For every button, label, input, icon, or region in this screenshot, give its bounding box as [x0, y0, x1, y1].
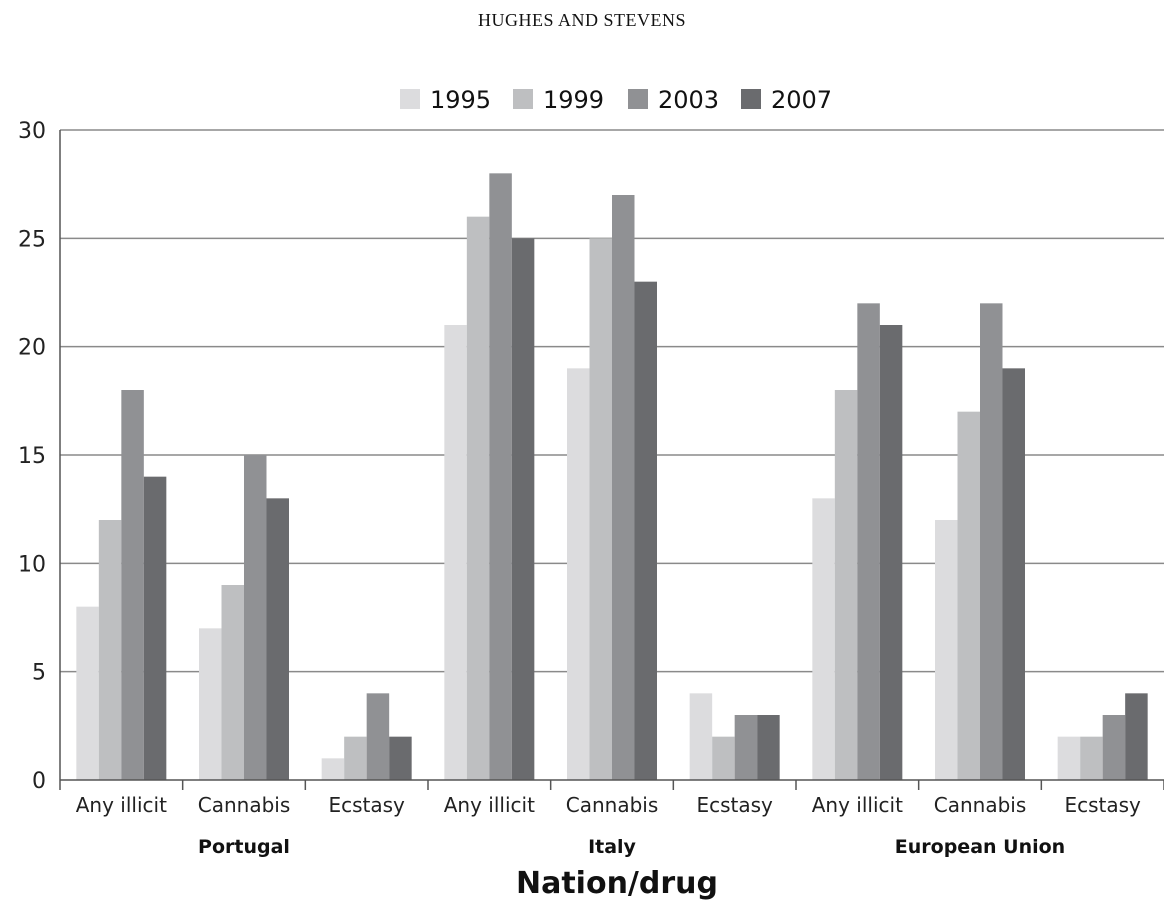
y-tick-label: 10: [18, 552, 46, 577]
bar: [612, 195, 635, 780]
bars: [76, 173, 1148, 781]
y-tick-label: 15: [18, 444, 46, 469]
x-tick-label: Cannabis: [934, 793, 1027, 817]
legend-label: 2003: [658, 86, 719, 114]
bar: [634, 281, 657, 780]
bar: [266, 498, 289, 780]
y-tick-label: 20: [18, 336, 46, 361]
y-tick-label: 5: [32, 661, 46, 686]
x-tick-label: Cannabis: [566, 793, 659, 817]
legend: 1995 1999 2003 2007: [400, 86, 832, 114]
bar: [935, 520, 958, 780]
bar: [344, 736, 367, 780]
bar: [712, 736, 735, 780]
bar: [589, 238, 612, 781]
bar: [1080, 736, 1103, 780]
bar: [221, 585, 244, 780]
legend-swatch: [400, 89, 420, 109]
legend-label: 2007: [771, 86, 832, 114]
bar: [857, 303, 880, 780]
bar: [734, 715, 758, 780]
running-head: HUGHES AND STEVENS: [477, 10, 686, 30]
x-tick-label: Ecstasy: [1064, 793, 1141, 817]
x-tick-label: Cannabis: [198, 793, 291, 817]
bar: [511, 238, 535, 781]
bar: [366, 693, 390, 780]
bar: [199, 628, 222, 780]
legend-swatch: [513, 89, 533, 109]
bar: [757, 715, 780, 780]
bar: [98, 520, 122, 780]
bar: [980, 303, 1003, 780]
x-tick-label: Any illicit: [444, 793, 535, 817]
x-axis-title: Nation/drug: [516, 866, 718, 901]
bar: [957, 411, 980, 780]
legend-label: 1995: [430, 86, 491, 114]
x-tick-label: Ecstasy: [696, 793, 773, 817]
bar: [1057, 736, 1081, 780]
y-tick-labels: 0 5 10 15 20 25 30: [18, 119, 46, 794]
bar: [389, 736, 412, 780]
bar: [1125, 693, 1148, 780]
group-labels: Portugal Italy European Union: [198, 836, 1065, 858]
bar: [1002, 368, 1025, 780]
legend-label: 1999: [543, 86, 604, 114]
y-tick-label: 25: [18, 227, 46, 252]
bar: [812, 498, 835, 780]
x-tick-label: Ecstasy: [328, 793, 405, 817]
group-label: European Union: [895, 836, 1065, 858]
group-label: Portugal: [198, 836, 290, 858]
bar: [466, 216, 490, 780]
bar: [834, 390, 858, 780]
x-tick-labels: Any illicit Cannabis Ecstasy Any illicit Can…: [76, 793, 1141, 817]
y-tick-label: 0: [32, 769, 46, 794]
bar: [321, 758, 345, 780]
bar: [244, 455, 267, 780]
bar: [444, 325, 467, 780]
bar: [1102, 715, 1126, 780]
y-tick-label: 30: [18, 119, 46, 144]
bar: [143, 476, 167, 780]
group-label: Italy: [588, 836, 636, 858]
legend-swatch: [741, 89, 761, 109]
legend-swatch: [628, 89, 648, 109]
bar: [567, 368, 590, 780]
bar: [76, 606, 99, 780]
axes: [59, 130, 1164, 790]
bar: [121, 390, 144, 780]
x-tick-label: Any illicit: [76, 793, 167, 817]
bar: [489, 173, 512, 781]
bar: [879, 325, 903, 780]
bar: [689, 693, 713, 780]
x-tick-label: Any illicit: [812, 793, 903, 817]
